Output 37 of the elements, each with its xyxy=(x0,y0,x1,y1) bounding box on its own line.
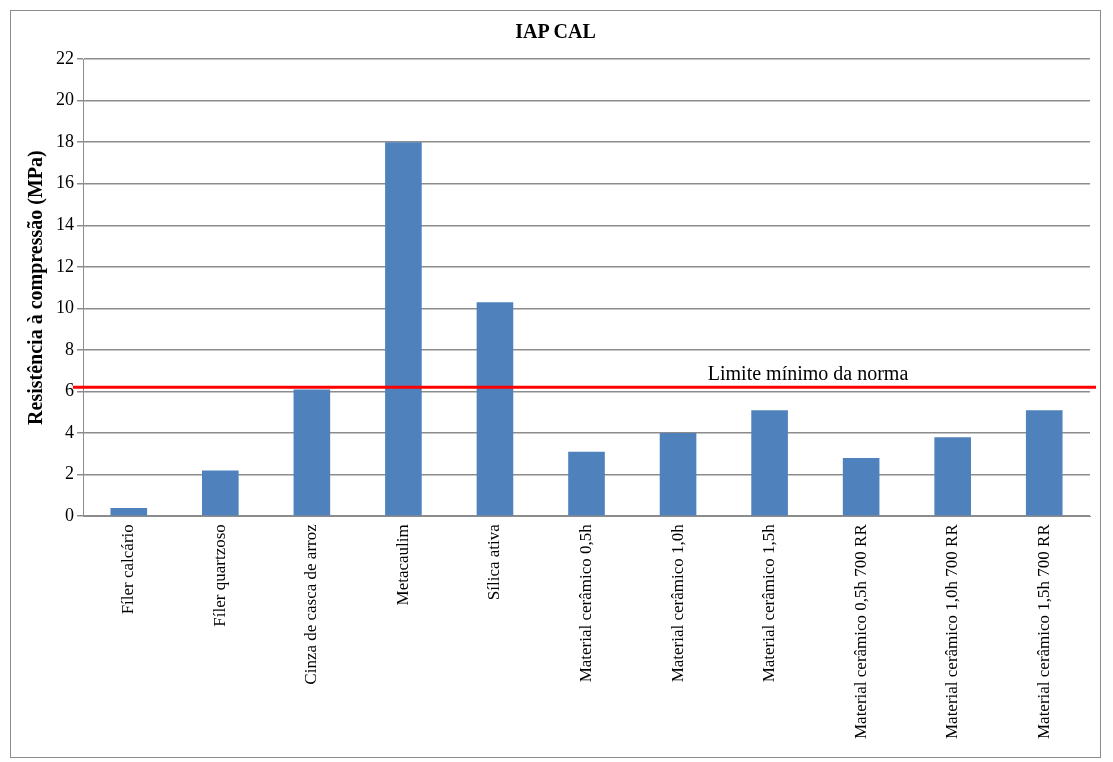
y-tick-label: 10 xyxy=(56,297,74,318)
y-axis-title: Resistência à compressão (MPa) xyxy=(24,150,48,425)
y-tick-label: 22 xyxy=(56,47,74,68)
x-tick-label: Fíler quartzoso xyxy=(209,524,229,627)
x-tick-label: Material cerâmico 1,5h xyxy=(759,523,779,683)
bar xyxy=(202,470,239,516)
ref-line-label: Limite mínimo da norma xyxy=(707,361,909,384)
y-tick-label: 2 xyxy=(65,463,74,484)
bar xyxy=(568,451,605,516)
y-tick-label: 4 xyxy=(65,421,74,442)
x-tick-label: Material cerâmico 0,5h xyxy=(575,523,595,683)
y-tick-label: 14 xyxy=(56,213,74,234)
bar xyxy=(934,437,971,516)
bar xyxy=(751,410,788,516)
bar xyxy=(476,302,514,516)
x-tick-label: Material cerâmico 1,0h 700 RR xyxy=(942,523,962,740)
x-tick-label: Sílica ativa xyxy=(484,523,504,601)
y-tick-label: 0 xyxy=(65,504,74,525)
x-tick-label: Material cerâmico 0,5h 700 RR xyxy=(850,523,870,740)
y-tick-label: 8 xyxy=(65,338,74,359)
x-tick-label: Material cerâmico 1,5h 700 RR xyxy=(1033,523,1053,740)
bar xyxy=(1025,410,1063,516)
bar xyxy=(659,433,697,516)
y-tick-label: 18 xyxy=(56,130,74,151)
x-tick-label: Cinza de casca de arroz xyxy=(301,523,321,685)
bar xyxy=(110,507,148,516)
bar xyxy=(385,142,422,516)
x-tick-label: Fíler calcário xyxy=(118,524,138,615)
bar xyxy=(842,458,880,516)
y-tick-label: 16 xyxy=(56,172,74,193)
chart-title: IAP CAL xyxy=(515,20,596,43)
y-tick-label: 6 xyxy=(65,380,74,401)
bar xyxy=(293,389,331,516)
y-tick-label: 20 xyxy=(56,89,74,110)
x-tick-label: Material cerâmico 1,0h xyxy=(667,523,687,683)
x-tick-label: Metacaulim xyxy=(392,524,412,606)
y-tick-label: 12 xyxy=(56,255,74,276)
